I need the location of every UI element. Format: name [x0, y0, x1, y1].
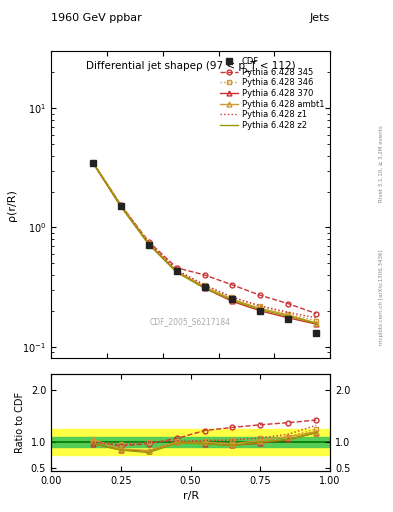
Text: Differential jet shapeρ (97 < p_T < 112): Differential jet shapeρ (97 < p_T < 112) [86, 60, 296, 71]
Y-axis label: ρ(r/R): ρ(r/R) [7, 189, 17, 221]
Text: Rivet 3.1.10, ≥ 3.2M events: Rivet 3.1.10, ≥ 3.2M events [379, 125, 384, 202]
Text: 1960 GeV ppbar: 1960 GeV ppbar [51, 13, 142, 23]
Text: mcplots.cern.ch [arXiv:1306.3436]: mcplots.cern.ch [arXiv:1306.3436] [379, 249, 384, 345]
Text: CDF_2005_S6217184: CDF_2005_S6217184 [150, 317, 231, 326]
Legend: CDF, Pythia 6.428 345, Pythia 6.428 346, Pythia 6.428 370, Pythia 6.428 ambt1, P: CDF, Pythia 6.428 345, Pythia 6.428 346,… [219, 55, 326, 132]
Text: Jets: Jets [310, 13, 330, 23]
Y-axis label: Ratio to CDF: Ratio to CDF [15, 392, 25, 453]
X-axis label: r/R: r/R [182, 492, 199, 501]
